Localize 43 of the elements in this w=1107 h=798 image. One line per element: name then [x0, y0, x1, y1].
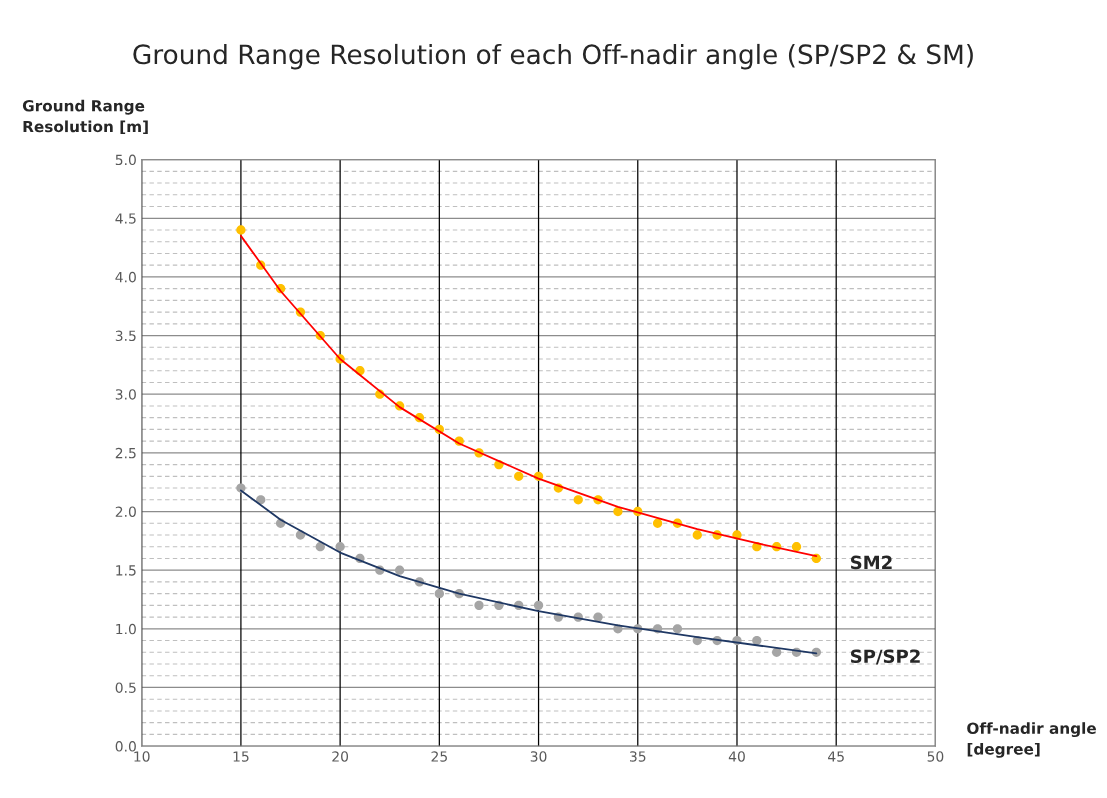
point: [474, 600, 484, 611]
x-tick-label: 15: [233, 751, 249, 762]
chart-title: Ground Range Resolution of each Off-nadir angle (SP/SP2 & SM): [133, 43, 973, 70]
y-tick-label: 2.5: [115, 447, 136, 459]
point: [315, 542, 325, 552]
y-tick-label: 1.5: [116, 565, 136, 576]
point: [672, 624, 683, 634]
y-tick-label: 5.0: [115, 154, 136, 166]
x-tick-label: 35: [629, 751, 646, 762]
point: [692, 530, 702, 540]
point: [573, 495, 583, 505]
point: [652, 518, 663, 528]
x-tick-label: 50: [927, 751, 944, 762]
point: [335, 542, 345, 552]
point: [514, 471, 524, 481]
x-tick-label: 10: [134, 751, 150, 762]
point: [752, 635, 762, 646]
y-tick-label: 4.5: [115, 213, 136, 224]
x-tick-label: 30: [530, 751, 547, 762]
y-tick-label: 1.0: [116, 623, 136, 635]
y-tick-label: 2.0: [115, 506, 136, 517]
y-tick-label: 3.5: [115, 330, 136, 342]
y-tick-label: 0.0: [115, 741, 136, 752]
series-label: SP/SP2: [850, 649, 920, 665]
x-tick-label: 20: [332, 751, 349, 762]
x-axis-title: Off-nadir angle [degree]: [967, 722, 1096, 758]
point: [613, 506, 623, 517]
point: [791, 542, 802, 552]
y-tick-label: 3.0: [115, 389, 136, 400]
x-tick-label: 25: [431, 751, 447, 762]
point: [593, 612, 603, 622]
point: [236, 225, 246, 235]
series-label: SM2: [850, 555, 892, 570]
y-axis-title: Ground Range Resolution [m]: [22, 99, 148, 135]
x-tick-label: 45: [828, 751, 844, 762]
point: [256, 495, 266, 505]
x-tick-label: 40: [728, 751, 745, 762]
point: [395, 565, 405, 575]
y-tick-label: 0.5: [115, 682, 136, 693]
y-tick-label: 4.0: [115, 271, 136, 283]
point: [434, 588, 444, 599]
point: [772, 647, 782, 657]
point: [533, 600, 544, 611]
